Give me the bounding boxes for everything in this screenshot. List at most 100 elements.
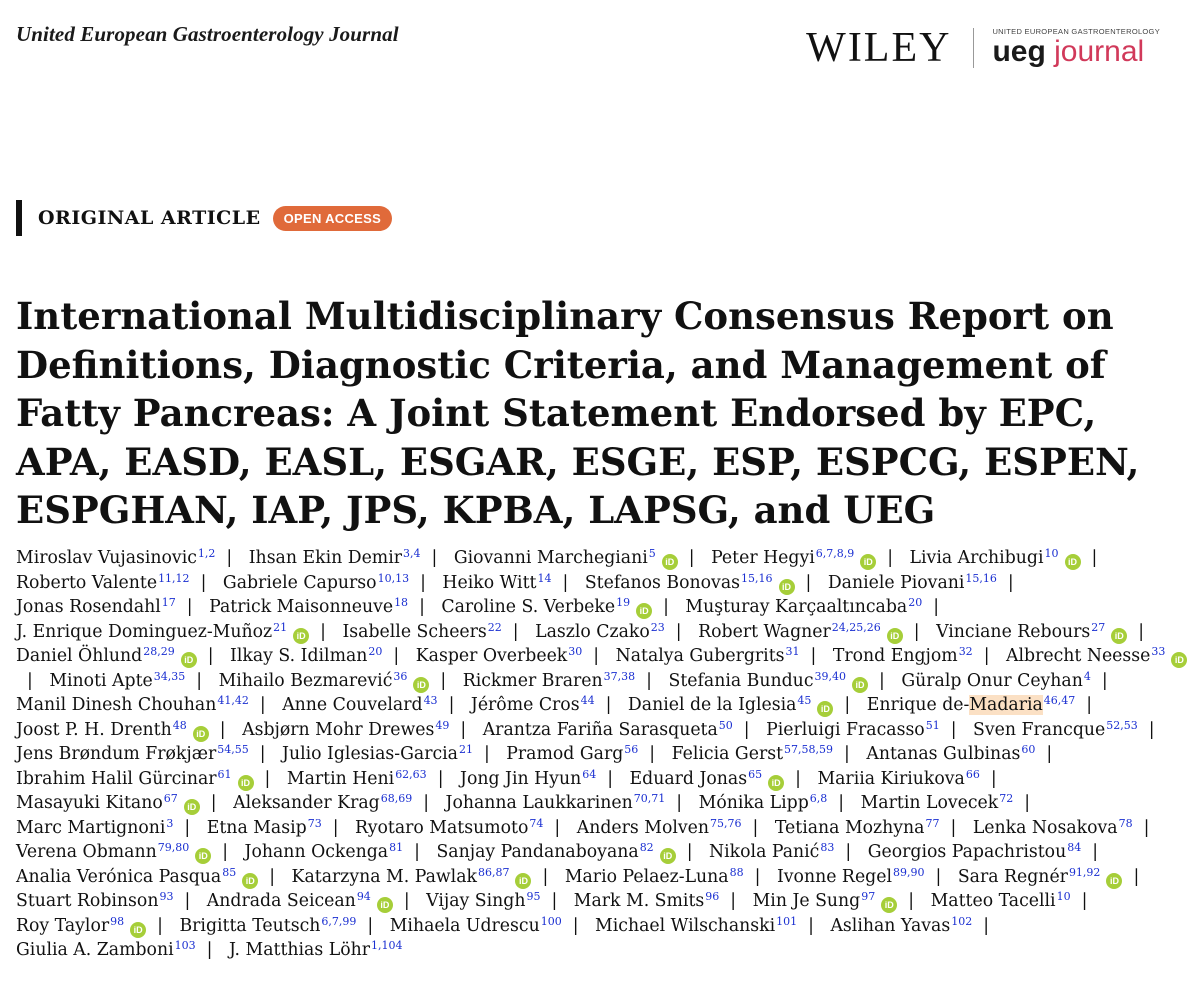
author-name[interactable]: Stuart Robinson — [16, 891, 159, 911]
author-item[interactable]: Anders Molven75,76 — [577, 818, 742, 838]
author-name[interactable]: Anders Molven — [576, 817, 710, 838]
author-name[interactable]: Verena Obmann — [16, 842, 157, 862]
orcid-icon[interactable]: iD — [180, 652, 197, 668]
author-item[interactable]: Johanna Laukkarinen70,71 — [446, 793, 666, 813]
author-name[interactable]: Aslihan Yavas — [830, 915, 951, 936]
orcid-icon[interactable]: iD — [778, 578, 795, 595]
author-item[interactable]: Stefania Bunduc39,40 iD — [668, 670, 868, 693]
author-item[interactable]: Anne Couvelard43 — [282, 695, 437, 715]
author-item[interactable]: Isabelle Scheers22 — [342, 622, 501, 642]
orcid-icon[interactable]: iD — [659, 848, 676, 864]
author-item[interactable]: Heiko Witt14 — [442, 573, 551, 593]
author-name[interactable]: Heiko Witt — [442, 572, 537, 593]
author-affiliation[interactable]: 28,29 — [143, 645, 175, 658]
author-affiliation[interactable]: 33 — [1151, 645, 1166, 658]
author-item[interactable]: Jong Jin Hyun64 — [460, 769, 596, 789]
orcid-icon[interactable]: iD — [192, 725, 209, 742]
author-item[interactable]: Pierluigi Fracasso51 — [766, 720, 940, 740]
author-affiliation[interactable]: 24,25,26 — [831, 620, 881, 634]
author-name[interactable]: Joost P. H. Drenth — [16, 719, 172, 740]
author-name[interactable]: Etna Masip — [206, 817, 307, 838]
author-item[interactable]: Vinciane Rebours27 iD — [936, 622, 1128, 644]
author-name[interactable]: Katarzyna M. Pawlak — [291, 866, 477, 887]
author-item[interactable]: Arantza Fariña Sarasqueta50 — [483, 720, 733, 740]
author-item[interactable]: Patrick Maisonneuve18 — [209, 597, 408, 617]
author-item[interactable]: Mario Pelaez-Luna88 — [565, 867, 744, 887]
author-name[interactable]: Mariia Kiriukova — [817, 768, 965, 789]
author-affiliation[interactable]: 74 — [529, 816, 544, 830]
author-item[interactable]: Roy Taylor98 iD — [16, 916, 147, 938]
author-affiliation[interactable]: 52,53 — [1106, 718, 1138, 732]
author-affiliation[interactable]: 17 — [161, 596, 176, 609]
author-name[interactable]: Stefania Bunduc — [668, 670, 814, 691]
author-affiliation[interactable]: 10,13 — [377, 571, 410, 585]
author-item[interactable]: Etna Masip73 — [207, 818, 322, 838]
author-name[interactable]: Sanjay Pandanaboyana — [436, 842, 639, 862]
author-item[interactable]: Mark M. Smits96 — [574, 891, 719, 911]
author-affiliation[interactable]: 85 — [222, 865, 237, 879]
author-affiliation[interactable]: 61 — [217, 767, 232, 781]
author-name[interactable]: Rickmer Braren — [462, 670, 603, 691]
author-name[interactable]: Giulia A. Zamboni — [16, 940, 174, 960]
author-name[interactable]: Laszlo Czako — [535, 621, 650, 642]
author-name[interactable]: Johann Ockenga — [244, 842, 389, 862]
author-item[interactable]: Martin Heni62,63 — [287, 769, 427, 789]
author-name[interactable]: Ryotaro Matsumoto — [355, 817, 529, 838]
author-item[interactable]: Natalya Gubergrits31 — [616, 646, 800, 666]
author-name[interactable]: Antanas Gulbinas — [866, 744, 1021, 764]
orcid-icon[interactable]: iD — [413, 676, 430, 693]
author-affiliation[interactable]: 51 — [925, 718, 940, 732]
author-item[interactable]: Matteo Tacelli10 — [931, 891, 1071, 911]
author-name[interactable]: Min Je Sung — [752, 891, 861, 911]
orcid-icon[interactable]: iD — [293, 627, 310, 644]
author-name[interactable]: Mihailo Bezmarević — [218, 670, 393, 691]
author-name[interactable]: Andrada Seicean — [206, 891, 356, 911]
author-affiliation[interactable]: 36 — [393, 669, 408, 683]
author-affiliation[interactable]: 34,35 — [153, 669, 186, 683]
author-affiliation[interactable]: 3,4 — [402, 547, 421, 560]
author-affiliation[interactable]: 5 — [648, 547, 656, 560]
author-affiliation[interactable]: 50 — [718, 718, 733, 732]
author-name[interactable]: Gabriele Capurso — [222, 572, 377, 593]
author-name[interactable]: Marc Martignoni — [16, 817, 166, 838]
author-affiliation[interactable]: 49 — [435, 718, 450, 732]
author-affiliation[interactable]: 6,7,8,9 — [815, 547, 855, 560]
author-item[interactable]: Ilkay S. Idilman20 — [230, 646, 382, 666]
author-item[interactable]: Minoti Apte34,35 — [49, 671, 185, 691]
author-item[interactable]: Aslihan Yavas102 — [830, 916, 972, 936]
author-name[interactable]: Ivonne Regel — [776, 866, 892, 887]
author-affiliation[interactable]: 3 — [166, 816, 174, 830]
author-affiliation[interactable]: 20 — [368, 645, 383, 658]
author-item[interactable]: Jérôme Cros44 — [471, 695, 595, 715]
author-name[interactable]: Jonas Rosendahl — [16, 597, 161, 617]
author-name[interactable]: Analia Verónica Pasqua — [16, 866, 222, 887]
orcid-icon[interactable]: iD — [860, 554, 877, 570]
author-name[interactable]: Aleksander Krag — [233, 793, 380, 813]
author-item[interactable]: Livia Archibugi10 iD — [909, 547, 1081, 570]
author-name[interactable]: Matteo Tacelli — [930, 891, 1056, 911]
author-name[interactable]: Daniel Öhlund — [16, 646, 143, 666]
author-affiliation[interactable]: 72 — [999, 792, 1014, 805]
author-affiliation[interactable]: 44 — [580, 694, 595, 707]
author-item[interactable]: Eduard Jonas65 iD — [629, 768, 785, 791]
author-affiliation[interactable]: 23 — [650, 620, 665, 634]
author-name[interactable]: Eduard Jonas — [629, 768, 748, 789]
author-affiliation[interactable]: 10 — [1044, 547, 1059, 560]
author-name[interactable]: Pierluigi Fracasso — [766, 719, 925, 740]
author-affiliation[interactable]: 91,92 — [1068, 865, 1101, 879]
author-affiliation[interactable]: 82 — [639, 841, 654, 854]
author-name[interactable]: Giovanni Marchegiani — [453, 548, 648, 568]
orcid-icon[interactable]: iD — [881, 897, 898, 913]
author-affiliation[interactable]: 22 — [487, 620, 502, 634]
author-name[interactable]: Trond Engjom — [832, 646, 958, 666]
author-item[interactable]: Daniele Piovani15,16 — [828, 573, 997, 593]
author-name[interactable]: Mihaela Udrescu — [389, 915, 540, 936]
author-name[interactable]: Albrecht Neesse — [1006, 646, 1151, 666]
orcid-icon[interactable]: iD — [130, 921, 147, 938]
author-item[interactable]: Masayuki Kitano67 iD — [16, 793, 200, 815]
author-affiliation[interactable]: 14 — [537, 571, 552, 585]
author-name[interactable]: Miroslav Vujasinovic — [16, 548, 197, 568]
author-affiliation[interactable]: 6,8 — [809, 792, 828, 805]
author-item[interactable]: Min Je Sung97 iD — [752, 891, 898, 913]
author-name[interactable]: Livia Archibugi — [909, 548, 1044, 568]
